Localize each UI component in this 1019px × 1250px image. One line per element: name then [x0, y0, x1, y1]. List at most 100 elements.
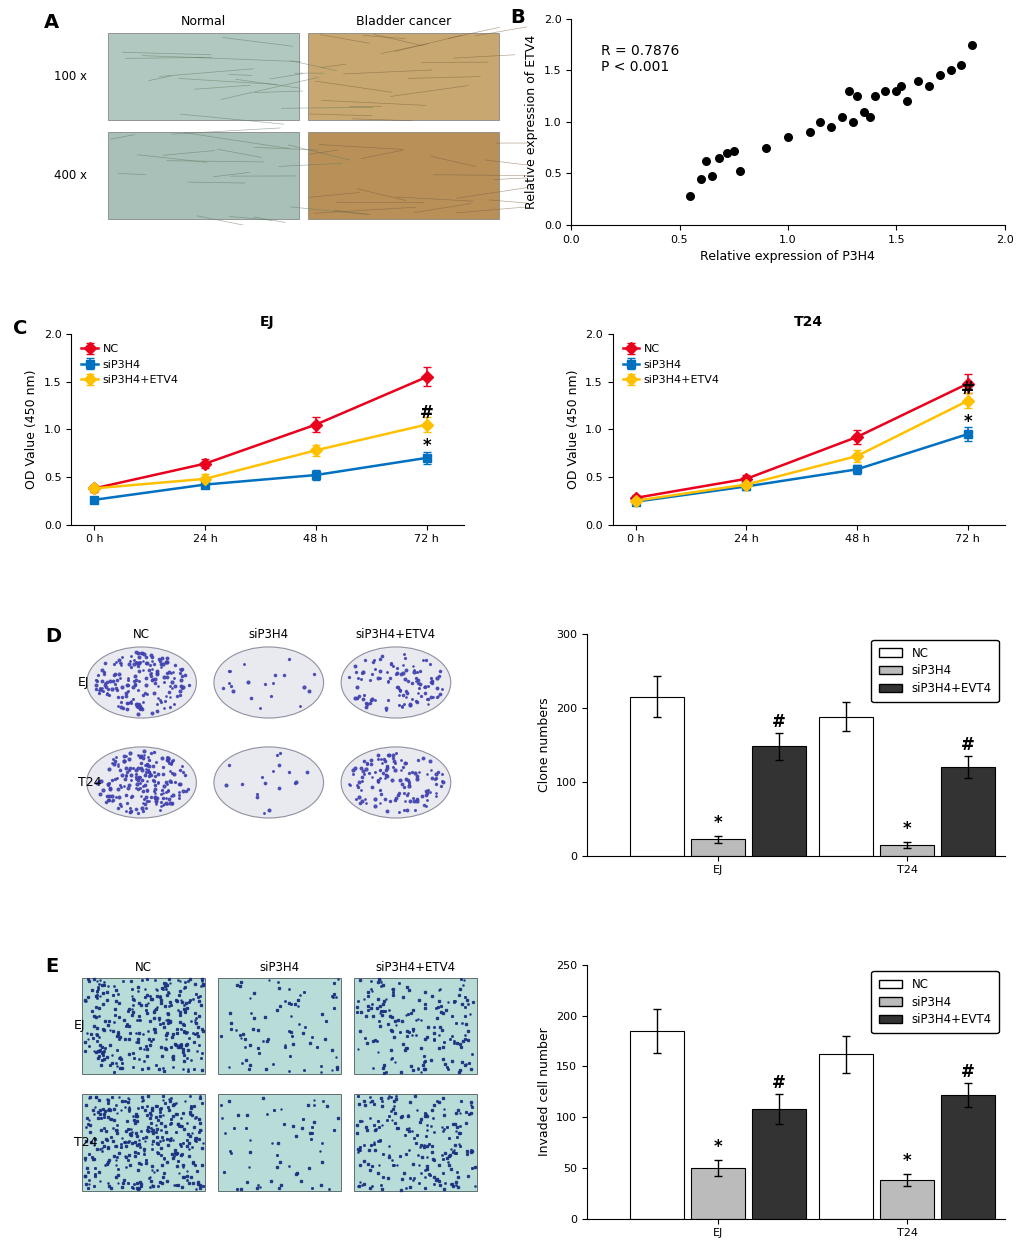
Point	[709, 148, 726, 168]
Y-axis label: OD Value (450 nm): OD Value (450 nm)	[566, 370, 579, 489]
Point	[920, 76, 936, 96]
Bar	[879, 845, 933, 856]
Bar	[83, 978, 205, 1074]
Bar	[108, 132, 299, 219]
Bar	[630, 696, 684, 856]
Text: *: *	[713, 1138, 721, 1156]
Bar	[83, 1094, 205, 1191]
Point	[930, 65, 947, 85]
Bar	[630, 1031, 684, 1219]
Text: #: #	[960, 380, 974, 398]
Point	[963, 35, 979, 55]
Y-axis label: Clone numbers: Clone numbers	[537, 698, 550, 792]
Text: Normal: Normal	[180, 15, 226, 28]
Point	[844, 112, 860, 132]
Text: siP3H4+ETV4: siP3H4+ETV4	[356, 629, 435, 641]
Y-axis label: Relative expression of ETV4: Relative expression of ETV4	[525, 35, 538, 209]
Point	[952, 55, 968, 75]
Bar	[752, 1109, 805, 1219]
Point	[779, 127, 795, 148]
Ellipse shape	[340, 748, 450, 818]
Point	[822, 118, 839, 138]
Text: *: *	[963, 414, 971, 431]
Bar	[354, 978, 477, 1074]
Text: C: C	[12, 319, 26, 338]
Point	[865, 86, 881, 106]
Bar	[879, 1180, 933, 1219]
Point	[811, 112, 827, 132]
Text: R = 0.7876
P < 0.001: R = 0.7876 P < 0.001	[601, 44, 680, 74]
Bar	[354, 1094, 477, 1191]
Point	[757, 138, 773, 158]
Bar	[752, 746, 805, 856]
Bar	[818, 716, 872, 856]
Text: 400 x: 400 x	[54, 169, 88, 182]
Bar	[941, 768, 994, 856]
Text: *: *	[422, 438, 430, 455]
Bar	[218, 1094, 340, 1191]
Y-axis label: Invaded cell number: Invaded cell number	[537, 1028, 550, 1156]
Text: #: #	[960, 1062, 974, 1080]
Legend: NC, siP3H4, siP3H4+ETV4: NC, siP3H4, siP3H4+ETV4	[76, 340, 182, 390]
Bar	[108, 34, 299, 120]
Point	[848, 86, 864, 106]
Text: D: D	[45, 628, 61, 646]
Point	[834, 106, 850, 126]
Text: NC: NC	[136, 961, 152, 974]
Point	[876, 81, 893, 101]
Point	[732, 161, 748, 181]
Text: 100 x: 100 x	[54, 70, 88, 82]
Text: EJ: EJ	[73, 1019, 85, 1032]
Text: *: *	[902, 820, 911, 839]
Text: siP3H4: siP3H4	[249, 629, 288, 641]
Point	[801, 122, 817, 142]
Ellipse shape	[214, 748, 323, 818]
Text: Bladder cancer: Bladder cancer	[356, 15, 451, 28]
Text: T24: T24	[77, 776, 101, 789]
Bar	[308, 34, 499, 120]
Text: siP3H4+ETV4: siP3H4+ETV4	[375, 961, 455, 974]
Point	[692, 169, 708, 189]
Point	[697, 151, 713, 171]
Point	[898, 91, 914, 111]
Text: #: #	[419, 404, 433, 422]
Point	[861, 106, 877, 126]
Title: EJ: EJ	[260, 315, 274, 329]
X-axis label: Relative expression of P3H4: Relative expression of P3H4	[700, 250, 874, 264]
Bar	[691, 840, 744, 856]
Text: siP3H4: siP3H4	[260, 961, 300, 974]
Point	[725, 141, 741, 161]
Point	[892, 76, 908, 96]
Text: A: A	[44, 12, 59, 31]
Text: B: B	[510, 9, 525, 28]
Point	[942, 60, 958, 80]
Text: *: *	[713, 815, 721, 832]
Point	[888, 81, 904, 101]
Ellipse shape	[87, 648, 197, 717]
Point	[682, 186, 698, 206]
Point	[909, 71, 925, 91]
Bar	[818, 1054, 872, 1219]
Legend: NC, siP3H4, siP3H4+ETV4: NC, siP3H4, siP3H4+ETV4	[618, 340, 723, 390]
Bar	[218, 978, 340, 1074]
Legend: NC, siP3H4, siP3H4+EVT4: NC, siP3H4, siP3H4+EVT4	[870, 971, 998, 1034]
Text: NC: NC	[132, 629, 150, 641]
Point	[840, 81, 856, 101]
Point	[703, 165, 719, 185]
Text: E: E	[45, 958, 58, 976]
Ellipse shape	[214, 648, 323, 717]
Text: T24: T24	[73, 1136, 97, 1149]
Legend: NC, siP3H4, siP3H4+EVT4: NC, siP3H4, siP3H4+EVT4	[870, 640, 998, 702]
Text: #: #	[960, 736, 974, 754]
Bar	[308, 132, 499, 219]
Ellipse shape	[87, 748, 197, 818]
Text: *: *	[902, 1152, 911, 1170]
Text: EJ: EJ	[77, 676, 90, 689]
Title: T24: T24	[793, 315, 822, 329]
Point	[718, 142, 735, 162]
Bar	[941, 1095, 994, 1219]
Text: #: #	[771, 712, 786, 731]
Bar	[691, 1168, 744, 1219]
Ellipse shape	[340, 648, 450, 717]
Point	[855, 101, 871, 121]
